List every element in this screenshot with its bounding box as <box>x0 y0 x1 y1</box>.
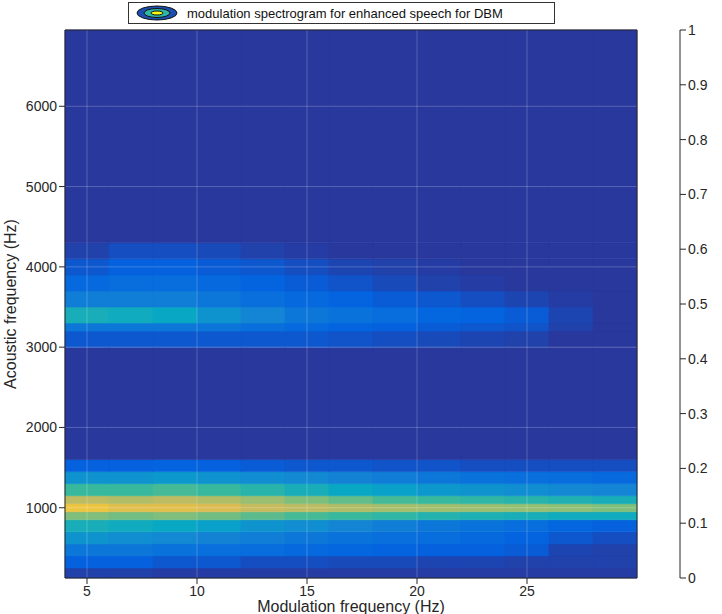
svg-text:10: 10 <box>189 583 205 599</box>
svg-text:25: 25 <box>519 583 535 599</box>
svg-text:5: 5 <box>83 583 91 599</box>
svg-text:1: 1 <box>688 22 696 38</box>
svg-text:0.6: 0.6 <box>688 241 708 257</box>
svg-text:5000: 5000 <box>26 179 57 195</box>
svg-text:4000: 4000 <box>26 259 57 275</box>
svg-text:0.8: 0.8 <box>688 132 708 148</box>
svg-text:2000: 2000 <box>26 419 57 435</box>
svg-text:0.3: 0.3 <box>688 406 708 422</box>
html-text:modulation spectrogram for enh: modulation spectrogram for enhanced spee… <box>187 5 503 21</box>
svg-text:1000: 1000 <box>26 500 57 516</box>
svg-text:3000: 3000 <box>26 339 57 355</box>
svg-text:Modulation frequency (Hz): Modulation frequency (Hz) <box>257 598 445 614</box>
svg-text:0.4: 0.4 <box>688 351 708 367</box>
svg-text:6000: 6000 <box>26 98 57 114</box>
svg-text:0.5: 0.5 <box>688 296 708 312</box>
svg-text:0.1: 0.1 <box>688 515 708 531</box>
svg-text:0.2: 0.2 <box>688 460 708 476</box>
svg-text:15: 15 <box>299 583 315 599</box>
svg-text:0: 0 <box>688 570 696 586</box>
svg-text:0.7: 0.7 <box>688 186 708 202</box>
svg-text:20: 20 <box>409 583 425 599</box>
svg-text:0.9: 0.9 <box>688 77 708 93</box>
svg-text:Acoustic frequency (Hz): Acoustic frequency (Hz) <box>2 219 19 389</box>
